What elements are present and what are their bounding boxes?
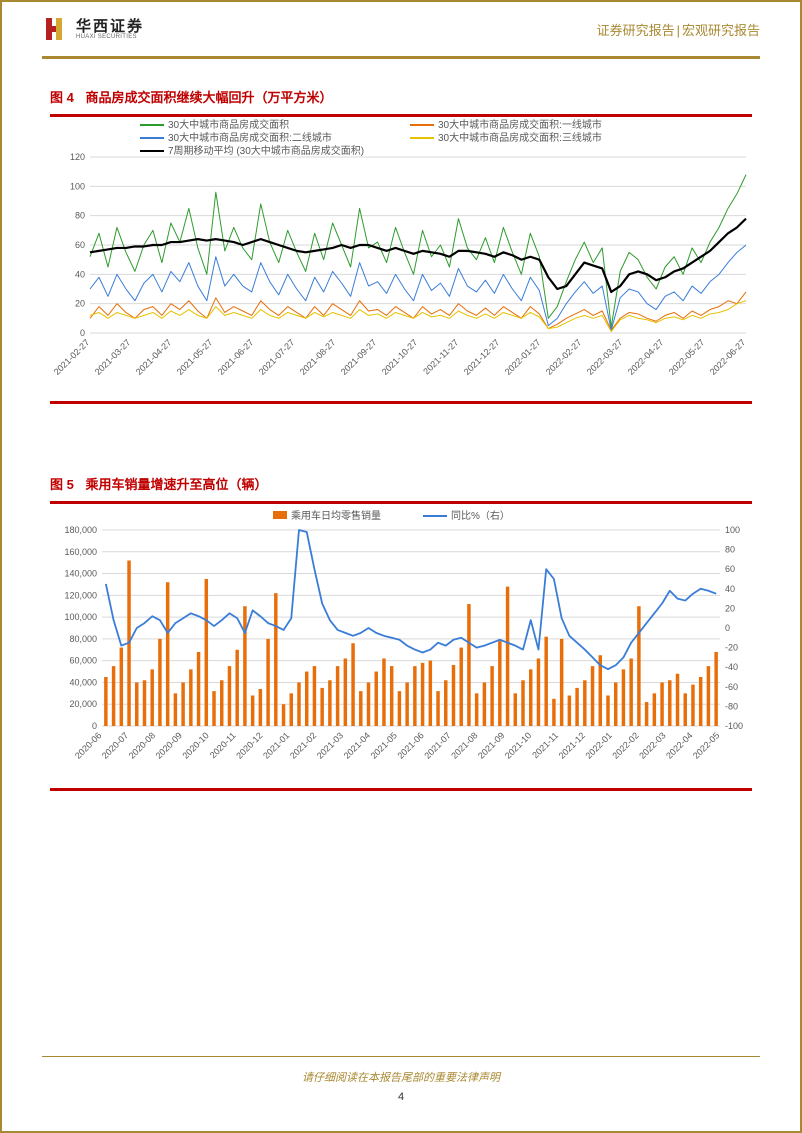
page-footer: 请仔细阅读在本报告尾部的重要法律声明 4 [2,1056,800,1103]
svg-text:80: 80 [725,545,735,555]
svg-text:2020-06: 2020-06 [73,730,103,760]
svg-text:2021-07: 2021-07 [422,730,452,760]
svg-text:2022-04-27: 2022-04-27 [626,337,666,377]
svg-text:2021-06-27: 2021-06-27 [216,337,256,377]
svg-text:0: 0 [725,623,730,633]
svg-text:2020-12: 2020-12 [234,730,264,760]
svg-text:100: 100 [70,181,85,191]
svg-text:80,000: 80,000 [69,634,97,644]
svg-text:2022-06-27: 2022-06-27 [708,337,748,377]
svg-text:2022-02-27: 2022-02-27 [544,337,584,377]
svg-text:2021-02: 2021-02 [288,730,318,760]
svg-text:2020-07: 2020-07 [100,730,130,760]
figure-4-number: 图 4 [50,90,74,105]
svg-text:120,000: 120,000 [64,590,97,600]
figure-5-title: 图 5 乘用车销量增速升至高位（辆） [50,474,752,493]
svg-text:30大中城市商品房成交面积:一线城市: 30大中城市商品房成交面积:一线城市 [438,118,602,131]
svg-text:-40: -40 [725,662,738,672]
svg-text:2021-12-27: 2021-12-27 [462,337,502,377]
svg-text:2021-09-27: 2021-09-27 [339,337,379,377]
svg-text:30大中城市商品房成交面积:三线城市: 30大中城市商品房成交面积:三线城市 [438,131,602,144]
svg-text:30大中城市商品房成交面积:二线城市: 30大中城市商品房成交面积:二线城市 [168,131,332,144]
svg-text:2021-05: 2021-05 [369,730,399,760]
svg-text:2020-08: 2020-08 [127,730,157,760]
svg-text:2022-02: 2022-02 [610,730,640,760]
svg-text:0: 0 [80,328,85,338]
page-header: 华西证券 HUAXI SECURITIES 证券研究报告|宏观研究报告 [2,2,800,56]
figure-5-number: 图 5 [50,477,74,492]
svg-text:40: 40 [75,269,85,279]
logo-icon [42,15,70,43]
svg-text:40: 40 [725,584,735,594]
svg-text:20: 20 [75,299,85,309]
svg-text:60: 60 [75,240,85,250]
svg-text:2022-05: 2022-05 [691,730,721,760]
svg-text:2021-09: 2021-09 [476,730,506,760]
figure-4-chart: 0204060801001202021-02-272021-03-272021-… [50,114,752,404]
svg-text:120: 120 [70,152,85,162]
svg-text:7周期移动平均 (30大中城市商品房成交面积): 7周期移动平均 (30大中城市商品房成交面积) [168,144,364,157]
svg-text:2021-06: 2021-06 [395,730,425,760]
svg-text:2022-03: 2022-03 [637,730,667,760]
svg-text:0: 0 [92,721,97,731]
legal-notice: 请仔细阅读在本报告尾部的重要法律声明 [2,1069,800,1085]
svg-text:2021-11-27: 2021-11-27 [421,337,460,376]
svg-text:2020-09: 2020-09 [154,730,184,760]
header-right: 证券研究报告|宏观研究报告 [597,20,760,39]
svg-text:2021-04-27: 2021-04-27 [134,337,174,377]
svg-text:2021-01: 2021-01 [261,730,291,760]
figure-4-title: 图 4 商品房成交面积继续大幅回升（万平方米） [50,87,752,106]
svg-text:-80: -80 [725,701,738,711]
svg-text:2022-01-27: 2022-01-27 [503,337,543,377]
page-number: 4 [2,1091,800,1103]
svg-text:2022-01: 2022-01 [584,730,614,760]
company-logo: 华西证券 HUAXI SECURITIES [42,15,144,43]
svg-text:20: 20 [725,603,735,613]
svg-text:160,000: 160,000 [64,547,97,557]
svg-text:2021-12: 2021-12 [557,730,587,760]
svg-text:2021-04: 2021-04 [342,730,372,760]
content-area: 图 4 商品房成交面积继续大幅回升（万平方米） 0 20 40 60 80 100 120 2… [2,59,800,791]
svg-text:80: 80 [75,211,85,221]
svg-text:2021-03-27: 2021-03-27 [93,337,133,377]
svg-text:100: 100 [725,525,740,535]
svg-text:2020-10: 2020-10 [180,730,210,760]
svg-text:2022-05-27: 2022-05-27 [667,337,707,377]
svg-text:2021-10: 2021-10 [503,730,533,760]
svg-text:2021-08: 2021-08 [449,730,479,760]
report-type-b: 宏观研究报告 [682,23,760,38]
footer-rule [42,1056,760,1057]
svg-text:乘用车日均零售销量: 乘用车日均零售销量 [291,509,381,522]
svg-text:60,000: 60,000 [69,656,97,666]
svg-text:2021-03: 2021-03 [315,730,345,760]
svg-text:2020-11: 2020-11 [208,730,238,760]
svg-text:40,000: 40,000 [69,677,97,687]
figure-5-chart: 0 20,000 40,000 60,000 80,000 100,000 120,000 1… [50,501,752,791]
svg-text:20,000: 20,000 [69,699,97,709]
figure-4-text: 商品房成交面积继续大幅回升（万平方米） [85,90,332,105]
svg-text:180,000: 180,000 [64,525,97,535]
svg-text:-100: -100 [725,721,743,731]
svg-text:2021-10-27: 2021-10-27 [380,337,420,377]
svg-text:2021-11: 2021-11 [530,730,560,760]
svg-text:-60: -60 [725,682,738,692]
svg-text:100,000: 100,000 [64,612,97,622]
logo-text-en: HUAXI SECURITIES [76,34,144,40]
svg-text:同比%（右）: 同比%（右） [451,509,510,522]
svg-text:2021-05-27: 2021-05-27 [175,337,215,377]
svg-text:2022-03-27: 2022-03-27 [585,337,625,377]
page-container: 华西证券 HUAXI SECURITIES 证券研究报告|宏观研究报告 图 4 … [0,0,802,1133]
svg-text:2021-07-27: 2021-07-27 [257,337,297,377]
svg-text:60: 60 [725,564,735,574]
report-type-a: 证券研究报告 [597,23,675,38]
svg-text:2022-04: 2022-04 [664,730,694,760]
svg-text:-20: -20 [725,643,738,653]
svg-text:2021-08-27: 2021-08-27 [298,337,338,377]
logo-text-cn: 华西证券 [76,19,144,34]
svg-text:30大中城市商品房成交面积: 30大中城市商品房成交面积 [168,118,289,131]
svg-text:2021-02-27: 2021-02-27 [52,337,92,377]
figure-5-text: 乘用车销量增速升至高位（辆） [85,477,267,492]
svg-text:140,000: 140,000 [64,569,97,579]
